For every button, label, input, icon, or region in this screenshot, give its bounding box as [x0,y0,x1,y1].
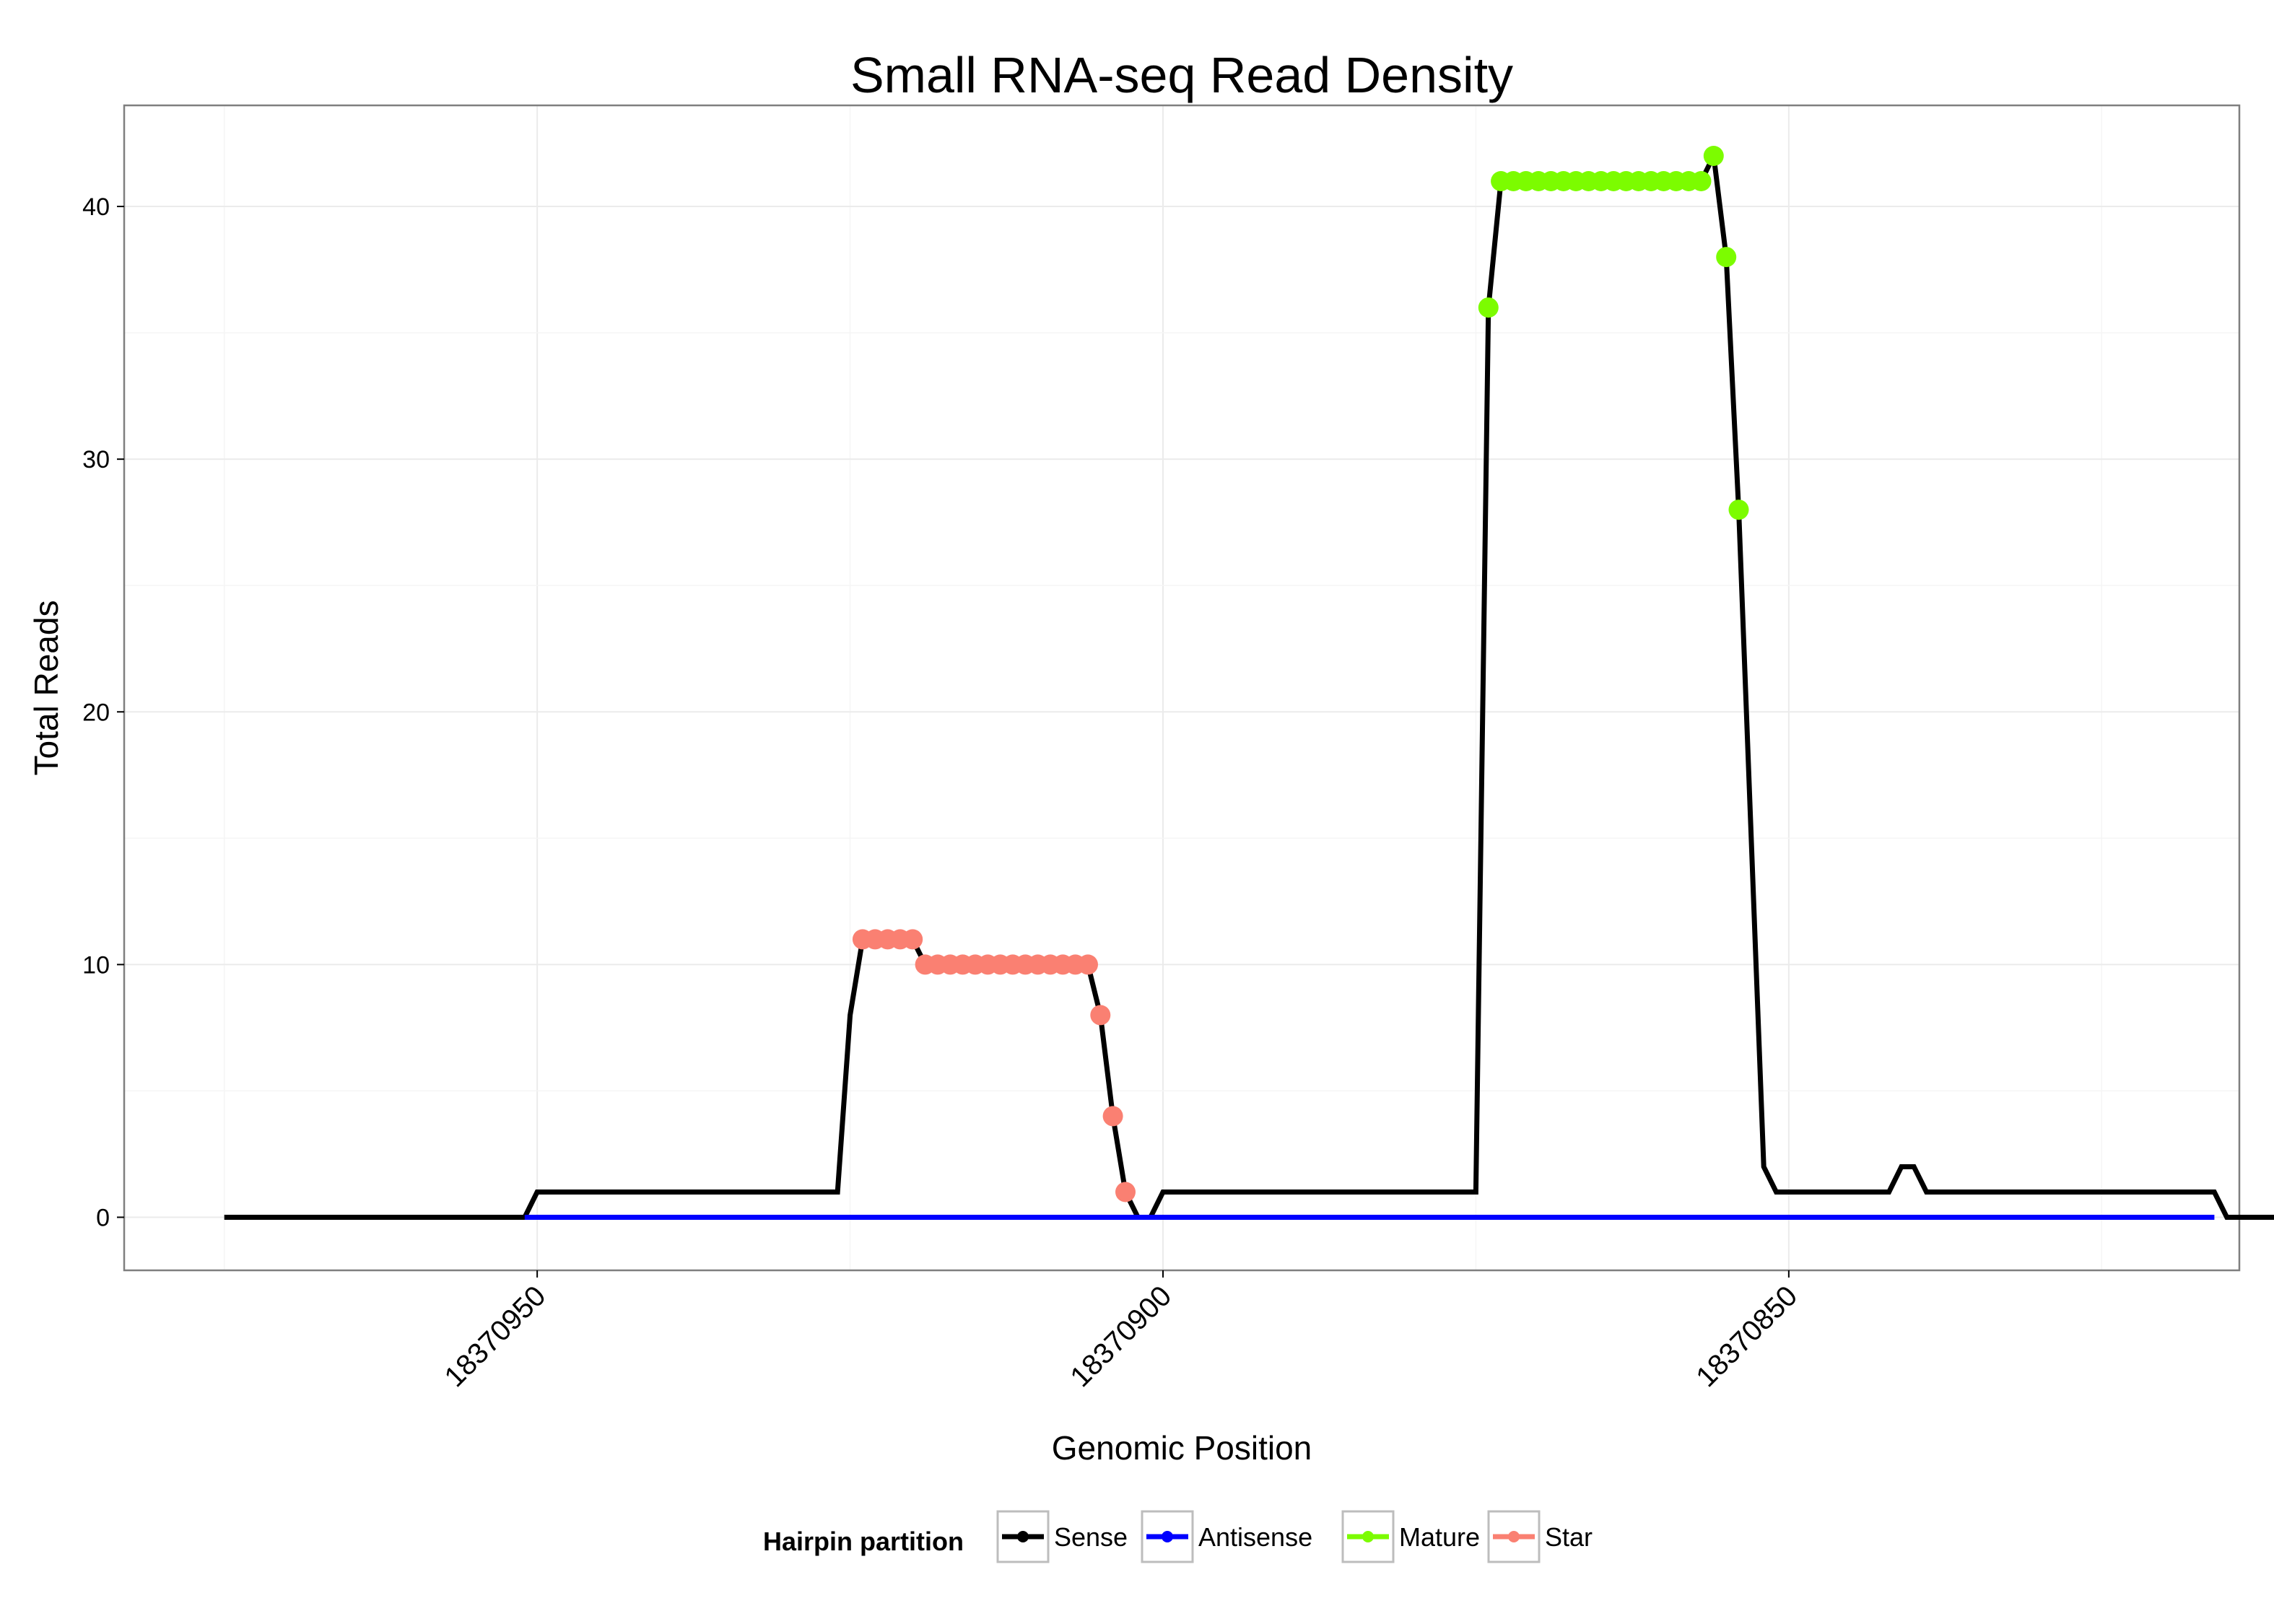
legend-label: Sense [1054,1522,1128,1552]
data-point-star [1078,954,1098,975]
data-point-mature [1716,247,1737,268]
y-tick-label: 0 [96,1204,110,1231]
x-axis-label: Genomic Position [1052,1429,1312,1467]
legend: Hairpin partition Sense Antisense Mature St… [763,1510,1593,1563]
series-points [852,146,1749,1202]
legend-item-star: Star [1487,1510,1593,1563]
grid [124,105,2239,1270]
legend-key-point [1508,1531,1520,1542]
legend-item-sense: Sense [996,1510,1128,1563]
data-point-star [902,929,923,950]
data-point-mature [1691,171,1712,191]
data-point-star [1115,1182,1136,1202]
y-tick-label: 40 [82,193,110,221]
y-tick-label: 20 [82,699,110,726]
legend-item-mature: Mature [1341,1510,1480,1563]
plot-panel-border [123,104,2241,1272]
data-point-mature [1728,499,1749,520]
legend-key-point [1017,1531,1029,1542]
legend-key-point [1362,1531,1374,1542]
legend-label: Mature [1399,1522,1480,1552]
data-point-star [1090,1005,1111,1026]
legend-label: Antisense [1198,1522,1312,1552]
legend-title: Hairpin partition [763,1527,964,1556]
legend-label: Star [1545,1522,1593,1552]
legend-key-point [1162,1531,1173,1542]
legend-item-antisense: Antisense [1141,1510,1312,1563]
legend-items: Sense Antisense Mature Star [996,1510,1593,1563]
data-point-mature [1703,146,1724,166]
data-point-mature [1478,297,1499,318]
y-tick-label: 30 [82,446,110,473]
data-point-star [1102,1106,1123,1127]
y-tick-label: 10 [82,951,110,979]
y-axis-label: Total Reads [27,601,65,776]
chart-title: Small RNA-seq Read Density [850,47,1513,103]
